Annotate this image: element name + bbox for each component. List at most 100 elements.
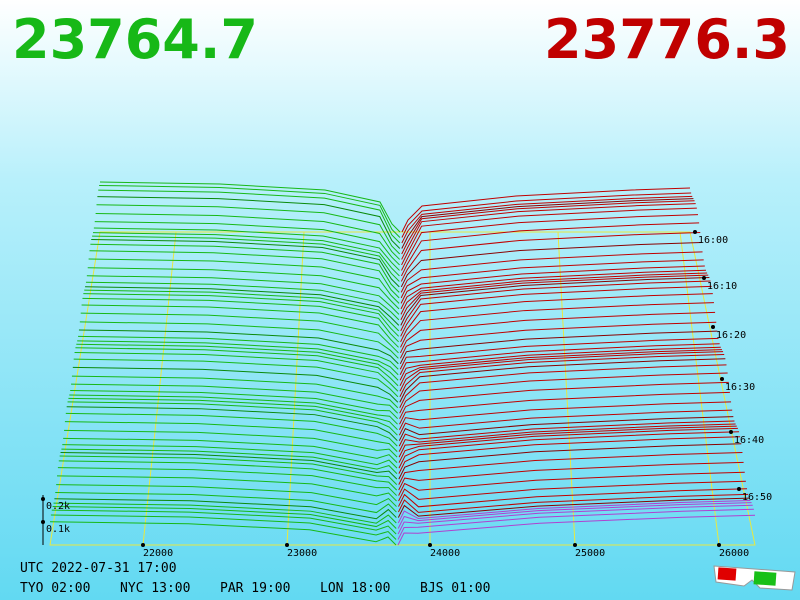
bid-depth-layer (95, 212, 401, 260)
ask-depth-layer (401, 214, 698, 271)
time-tick (693, 230, 697, 234)
ask-depth-layer (398, 488, 748, 508)
bid-depth-layer (99, 181, 401, 233)
bid-depth-layer (66, 406, 398, 442)
bid-depth-layer (91, 239, 400, 288)
bid-depth-layer (75, 347, 399, 387)
floor-grid-line (679, 231, 720, 546)
bid-depth-layer (70, 389, 398, 420)
ask-depth-layer (399, 372, 728, 414)
ask-depth-layer (397, 502, 752, 529)
ask-depth-layer (399, 364, 727, 408)
world-clock: PAR 19:00 (220, 581, 290, 596)
ask-depth-layer (399, 353, 725, 397)
ask-depth-layer (401, 198, 694, 249)
price-tick (428, 543, 432, 547)
price-tick (573, 543, 577, 547)
ask-depth-layer (398, 427, 738, 463)
bid-depth-layer (74, 352, 399, 392)
time-label: 16:20 (716, 330, 746, 341)
floor-grid-line (286, 231, 305, 546)
ask-depth-layer (400, 302, 714, 348)
bid-depth-layer (65, 412, 398, 447)
bid-depth-layer (81, 304, 399, 348)
ask-depth-layer (400, 276, 710, 326)
ask-depth-layer (400, 274, 709, 321)
bid-depth-layer (99, 184, 401, 238)
floor-outline (49, 231, 756, 546)
ask-depth-layer (400, 311, 716, 354)
ask-depth-layer (400, 251, 703, 293)
ask-depth-layer (398, 431, 740, 469)
bid-depth-layer (77, 340, 399, 376)
ask-depth-layer (398, 425, 737, 458)
bid-depth-layer (71, 383, 399, 414)
ask-depth-layer (401, 195, 693, 244)
ask-depth-layer (398, 436, 741, 474)
world-clock: BJS 01:00 (420, 581, 490, 596)
bid-depth-layer (84, 289, 400, 332)
bid-depth-layer (62, 444, 398, 469)
bid-depth-layer (57, 475, 397, 502)
bid-depth-layer (73, 358, 399, 398)
price-tick (141, 543, 145, 547)
bid-depth-layer (83, 293, 400, 337)
time-tick (702, 276, 706, 280)
time-label: 16:00 (698, 235, 728, 246)
bid-depth-layer (87, 267, 400, 310)
ask-depth-layer (397, 493, 749, 513)
price-label: 24000 (430, 548, 460, 559)
bid-depth-layer (88, 258, 400, 304)
price-tick (717, 543, 721, 547)
ask-depth-layer (400, 265, 705, 304)
time-tick (711, 325, 715, 329)
bid-depth-layer (53, 502, 397, 524)
ask-depth-layer (401, 200, 695, 255)
time-label: 16:40 (734, 435, 764, 446)
ask-depth-layer (400, 272, 708, 315)
bid-depth-layer (64, 429, 398, 458)
volume-tick (41, 497, 45, 501)
ask-depth-layer (399, 381, 729, 419)
bid-depth-layer (72, 366, 399, 403)
ask-depth-layer (397, 500, 751, 524)
bid-depth-layer (78, 335, 399, 370)
bid-depth-layer (51, 509, 397, 535)
price-label: 26000 (719, 548, 749, 559)
ask-depth-layer (400, 259, 704, 299)
price-label: 22000 (143, 548, 173, 559)
bid-price: 23764.7 (12, 8, 258, 71)
bid-depth-layer (80, 312, 399, 354)
ask-depth-layer (397, 514, 756, 546)
ask-depth-layer (401, 192, 692, 238)
ask-depth-layer (401, 187, 691, 233)
bid-depth-layer (85, 286, 400, 326)
bid-depth-layer (98, 189, 401, 244)
ask-depth-layer (399, 351, 724, 392)
bid-depth-layer (90, 243, 400, 293)
ask-depth-layer (398, 471, 745, 496)
bid-depth-layer (61, 448, 398, 474)
ask-depth-layer (399, 337, 719, 370)
time-label: 16:30 (725, 382, 755, 393)
world-clock: LON 18:00 (320, 581, 390, 596)
ask-depth-layer (399, 343, 720, 375)
ask-depth-layer (400, 269, 706, 310)
ask-depth-layer (400, 285, 712, 337)
bid-depth-layer (86, 275, 400, 315)
bid-depth-layer (67, 401, 398, 436)
bid-depth-layer (97, 196, 401, 249)
time-tick (720, 377, 724, 381)
bid-depth-layer (63, 437, 398, 463)
bid-depth-layer (59, 455, 398, 485)
time-label: 16:50 (742, 492, 772, 503)
time-tick (737, 487, 741, 491)
world-clock: NYC 13:00 (120, 581, 190, 596)
ask-depth-layer (398, 480, 746, 502)
ask-depth-layer (398, 461, 744, 491)
volume-label: 0.1k (46, 524, 70, 535)
ask-depth-layer (399, 346, 721, 381)
ask-depth-layer (399, 391, 730, 425)
bid-depth-layer (68, 397, 398, 431)
